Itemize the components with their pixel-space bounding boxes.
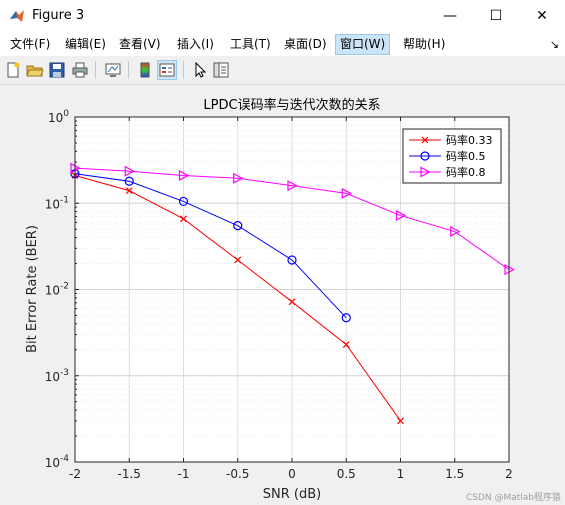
menu-view[interactable]: 查看(V): [119, 37, 161, 51]
data-point: [288, 298, 296, 306]
legend[interactable]: 码率0.33 码率0.5 码率0.8: [402, 128, 502, 184]
title-bar: Figure 3 — ☐ ✕: [0, 0, 565, 32]
menu-insert[interactable]: 插入(I): [177, 37, 214, 51]
menu-overflow-icon[interactable]: ↘: [549, 38, 559, 51]
close-icon: ✕: [536, 8, 548, 24]
data-point: [233, 221, 243, 231]
data-point: [124, 176, 134, 186]
legend-label: 码率0.5: [446, 149, 486, 163]
chart-title: LPDC误码率与迭代次数的关系: [203, 97, 380, 113]
data-point: [421, 136, 429, 144]
y-tick-label: 10-1: [45, 195, 69, 211]
link-plot-icon[interactable]: [104, 61, 122, 79]
y-tick-labels: 100 10-1 10-2 10-3 10-4: [45, 109, 70, 470]
menu-window[interactable]: 窗口(W): [335, 34, 391, 55]
data-point: [450, 226, 461, 238]
x-tick-label: 2: [505, 467, 513, 481]
menu-file[interactable]: 文件(F): [10, 37, 51, 51]
x-axis-label: SNR (dB): [263, 487, 321, 502]
data-point: [397, 417, 404, 425]
toolbar-separator: [128, 61, 129, 79]
data-series: [70, 162, 515, 425]
data-point: [287, 255, 297, 265]
minimize-icon: —: [443, 8, 457, 24]
toolbar: [0, 56, 565, 85]
new-figure-icon[interactable]: [4, 61, 22, 79]
open-file-icon[interactable]: [26, 61, 44, 79]
legend-label: 码率0.8: [446, 165, 486, 179]
data-point: [124, 165, 136, 177]
menu-desktop[interactable]: 桌面(D): [284, 37, 327, 51]
data-point: [287, 180, 298, 192]
menu-tools[interactable]: 工具(T): [230, 37, 271, 51]
x-tick-label: 0: [288, 467, 296, 481]
toolbar-separator: [95, 61, 96, 79]
data-point: [178, 196, 189, 207]
data-point: [341, 313, 351, 323]
data-point: [234, 256, 242, 264]
maximize-icon: ☐: [489, 8, 503, 24]
data-point: [420, 166, 431, 178]
data-point: [395, 210, 407, 222]
window-title: Figure 3: [32, 8, 85, 23]
menu-help[interactable]: 帮助(H): [403, 37, 446, 51]
watermark: CSDN @Matlab程序猿: [465, 493, 561, 503]
toolbar-separator: [183, 61, 184, 79]
y-axis-label: Bit Error Rate (BER): [25, 225, 40, 353]
x-tick-label: -0.5: [226, 467, 249, 481]
data-point: [178, 169, 190, 181]
menu-bar: 文件(F) 编辑(E) 查看(V) 插入(I) 工具(T) 桌面(D) 窗口(W…: [0, 32, 565, 56]
x-tick-label: 1.5: [445, 467, 464, 481]
data-point: [342, 341, 350, 348]
legend-label: 码率0.33: [446, 133, 493, 147]
y-tick-label: 10-4: [45, 454, 70, 470]
y-tick-label: 10-3: [45, 368, 69, 384]
x-tick-label: -1.5: [118, 467, 141, 481]
maximize-button[interactable]: ☐: [473, 0, 519, 32]
axes-box: [74, 116, 510, 463]
legend-icon[interactable]: [157, 60, 177, 80]
x-tick-labels: -2 -1.5 -1 -0.5 0 0.5 1 1.5 2: [69, 467, 513, 481]
data-point: [420, 151, 430, 161]
save-icon[interactable]: [48, 61, 66, 79]
x-tick-label: -2: [69, 467, 81, 481]
data-point: [233, 172, 244, 184]
x-tick-label: 1: [397, 467, 405, 481]
minimize-button[interactable]: —: [427, 0, 473, 32]
pointer-icon[interactable]: [191, 61, 209, 79]
colorbar-icon[interactable]: [136, 61, 154, 79]
y-tick-label: 10-2: [45, 282, 69, 298]
series-line: [74, 167, 510, 271]
matlab-logo-icon: [10, 10, 24, 22]
series-2: [70, 169, 351, 323]
series-3: [70, 162, 515, 276]
data-point: [341, 187, 353, 199]
data-point: [180, 215, 187, 223]
close-button[interactable]: ✕: [519, 0, 565, 32]
property-inspector-icon[interactable]: [212, 61, 230, 79]
data-point: [125, 187, 133, 195]
y-tick-label: 100: [48, 109, 69, 125]
figure-canvas: -2 -1.5 -1 -0.5 0 0.5 1 1.5 2 100 10-1 10-2 10-3 10-…: [25, 97, 515, 502]
print-icon[interactable]: [71, 61, 89, 79]
menu-edit[interactable]: 编辑(E): [65, 37, 106, 51]
series-line: [74, 173, 347, 319]
x-tick-label: -1: [178, 467, 190, 481]
x-tick-label: 0.5: [337, 467, 356, 481]
